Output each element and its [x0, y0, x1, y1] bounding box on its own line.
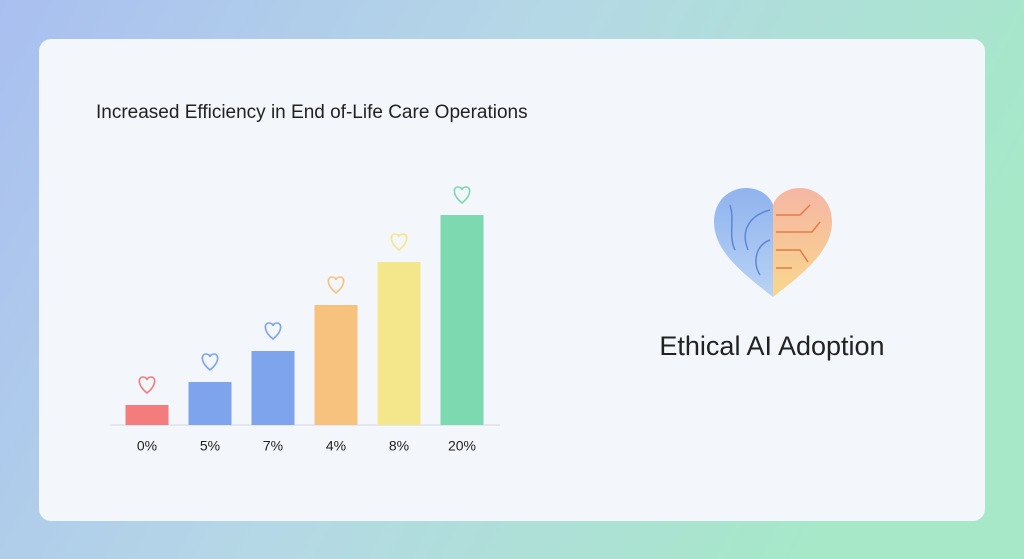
bar-icon [201, 353, 219, 372]
bar [188, 382, 232, 425]
bar [377, 262, 421, 425]
x-tick-label: 7% [263, 438, 283, 454]
bar-icon [327, 276, 345, 295]
bar-icon [453, 186, 471, 205]
bar [440, 215, 484, 425]
bar-icon [390, 233, 408, 252]
chart-title: Increased Efficiency in End of-Life Care… [96, 102, 528, 123]
x-tick-label: 8% [389, 438, 409, 454]
heart-illustration [714, 188, 832, 297]
x-tick-label: 20% [448, 438, 476, 454]
bar [125, 405, 169, 425]
x-tick-label: 5% [200, 438, 220, 454]
x-tick-label: 0% [137, 438, 157, 454]
bar-icon [138, 376, 156, 395]
bar [314, 305, 358, 425]
x-tick-label: 4% [326, 438, 346, 454]
bar-icon [264, 322, 282, 341]
bar [251, 351, 295, 425]
side-label: Ethical AI Adoption [659, 331, 884, 361]
